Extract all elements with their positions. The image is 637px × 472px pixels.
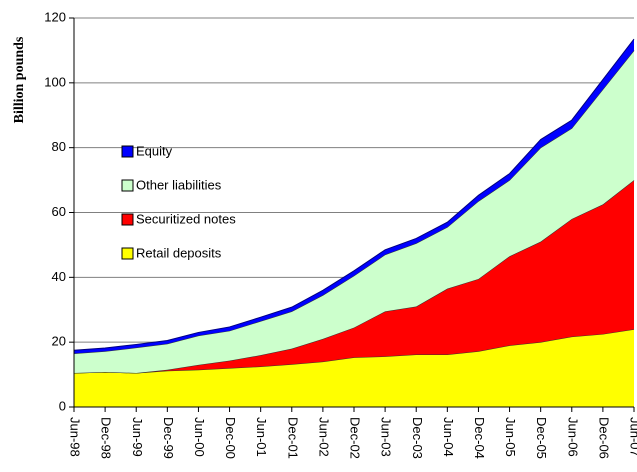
y-tick-label: 120 [44,9,66,24]
legend-label: Retail deposits [136,245,222,260]
x-tick-label: Jun-01 [254,417,269,457]
legend-swatch [121,145,134,158]
y-tick-label: 0 [59,398,66,413]
y-tick-label: 80 [52,139,66,154]
x-tick-label: Dec-02 [348,417,363,459]
x-tick-label: Dec-04 [472,417,487,459]
x-tick-label: Jun-99 [130,417,145,457]
x-tick-label: Jun-05 [503,417,518,457]
x-tick-label: Jun-06 [565,417,580,457]
area-edge [73,38,635,351]
x-tick-label: Dec-03 [410,417,425,459]
legend-swatch [121,213,134,226]
legend-swatch [121,247,134,260]
x-tick-label: Jun-98 [68,417,83,457]
x-tick-label: Dec-98 [99,417,114,459]
area [74,50,634,373]
x-tick-label: Jun-04 [441,417,456,457]
legend-swatch [121,179,134,192]
x-tick-label: Dec-01 [285,417,300,459]
x-tick-label: Dec-06 [596,417,611,459]
x-tick-label: Jun-07 [628,417,637,457]
y-tick-label: 100 [44,74,66,89]
legend-label: Equity [136,143,173,158]
x-tick-label: Jun-02 [316,417,331,457]
x-tick-label: Dec-05 [534,417,549,459]
legend-label: Other liabilities [136,177,222,192]
y-axis-label: Billion pounds [12,36,27,123]
y-tick-label: 20 [52,334,66,349]
x-tick-label: Jun-03 [379,417,394,457]
x-tick-label: Jun-00 [192,417,207,457]
x-tick-label: Dec-00 [223,417,238,459]
legend-label: Securitized notes [136,211,236,226]
y-tick-label: 40 [52,269,66,284]
x-tick-label: Dec-99 [161,417,176,459]
y-tick-label: 60 [52,204,66,219]
area [74,180,634,373]
